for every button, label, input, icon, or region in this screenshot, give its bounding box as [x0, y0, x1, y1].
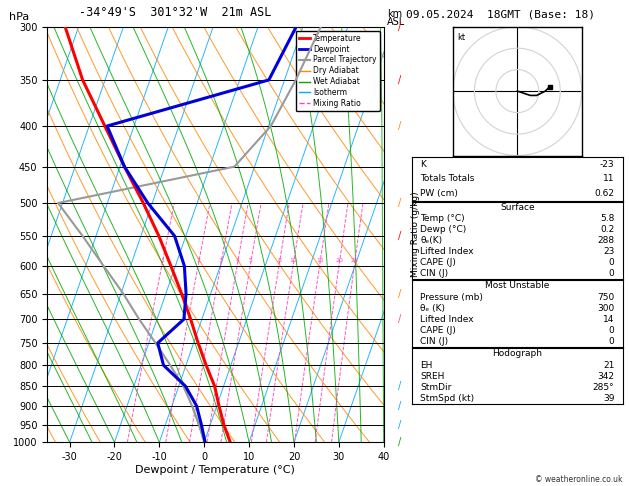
Text: CAPE (J): CAPE (J)	[420, 258, 456, 267]
Text: CIN (J): CIN (J)	[420, 269, 448, 278]
Text: -34°49'S  301°32'W  21m ASL: -34°49'S 301°32'W 21m ASL	[79, 6, 271, 19]
Text: 0: 0	[608, 326, 615, 335]
Text: 20: 20	[335, 258, 343, 263]
Text: 09.05.2024  18GMT (Base: 18): 09.05.2024 18GMT (Base: 18)	[406, 9, 594, 19]
Text: kt: kt	[457, 33, 465, 42]
Text: /: /	[398, 419, 401, 430]
Text: 342: 342	[598, 372, 615, 381]
Text: 11: 11	[603, 174, 615, 183]
Text: EH: EH	[420, 361, 433, 370]
Text: 5: 5	[248, 258, 253, 263]
Text: ASL: ASL	[387, 17, 405, 27]
Text: StmDir: StmDir	[420, 383, 452, 392]
Text: θₑ(K): θₑ(K)	[420, 236, 443, 245]
Text: /: /	[398, 381, 401, 391]
Text: 750: 750	[597, 293, 615, 301]
Text: /: /	[398, 437, 401, 447]
Text: /: /	[398, 289, 401, 298]
Text: 0: 0	[608, 258, 615, 267]
Text: 0.2: 0.2	[600, 225, 615, 234]
Text: Totals Totals: Totals Totals	[420, 174, 475, 183]
Text: /: /	[398, 198, 401, 208]
X-axis label: Dewpoint / Temperature (°C): Dewpoint / Temperature (°C)	[135, 465, 296, 475]
Text: 23: 23	[603, 247, 615, 256]
Text: Lifted Index: Lifted Index	[420, 247, 474, 256]
Text: Hodograph: Hodograph	[493, 349, 542, 359]
Text: /: /	[398, 75, 401, 85]
Text: 288: 288	[597, 236, 615, 245]
Legend: Temperature, Dewpoint, Parcel Trajectory, Dry Adiabat, Wet Adiabat, Isotherm, Mi: Temperature, Dewpoint, Parcel Trajectory…	[296, 31, 380, 111]
Text: CAPE (J): CAPE (J)	[420, 326, 456, 335]
Text: hPa: hPa	[9, 12, 30, 22]
Text: PW (cm): PW (cm)	[420, 189, 459, 198]
Text: 0.62: 0.62	[594, 189, 615, 198]
Text: 21: 21	[603, 361, 615, 370]
Text: 39: 39	[603, 394, 615, 403]
Text: /: /	[398, 22, 401, 32]
Text: km: km	[387, 9, 402, 19]
Text: -23: -23	[599, 160, 615, 169]
Text: SREH: SREH	[420, 372, 445, 381]
Text: 2: 2	[196, 258, 201, 263]
Text: /: /	[398, 121, 401, 131]
Text: Lifted Index: Lifted Index	[420, 314, 474, 324]
Text: 10: 10	[289, 258, 298, 263]
Text: /: /	[398, 314, 401, 324]
Text: StmSpd (kt): StmSpd (kt)	[420, 394, 474, 403]
Text: 300: 300	[597, 304, 615, 312]
Text: 25: 25	[351, 258, 359, 263]
Text: /: /	[398, 231, 401, 241]
Text: CIN (J): CIN (J)	[420, 337, 448, 346]
Text: 3: 3	[219, 258, 223, 263]
Text: 4: 4	[235, 258, 240, 263]
Text: 1: 1	[160, 258, 164, 263]
Text: Most Unstable: Most Unstable	[485, 281, 550, 291]
Text: Temp (°C): Temp (°C)	[420, 214, 465, 223]
Text: 285°: 285°	[593, 383, 615, 392]
Text: © weatheronline.co.uk: © weatheronline.co.uk	[535, 474, 623, 484]
Text: 0: 0	[608, 337, 615, 346]
Text: 0: 0	[608, 269, 615, 278]
Text: 14: 14	[603, 314, 615, 324]
Text: 8: 8	[277, 258, 281, 263]
Text: /: /	[398, 401, 401, 411]
Text: Dewp (°C): Dewp (°C)	[420, 225, 467, 234]
Text: Surface: Surface	[500, 203, 535, 212]
Text: Pressure (mb): Pressure (mb)	[420, 293, 483, 301]
Text: K: K	[420, 160, 426, 169]
Text: 15: 15	[316, 258, 324, 263]
Text: 5.8: 5.8	[600, 214, 615, 223]
Text: Mixing Ratio (g/kg): Mixing Ratio (g/kg)	[411, 191, 420, 278]
Text: θₑ (K): θₑ (K)	[420, 304, 445, 312]
